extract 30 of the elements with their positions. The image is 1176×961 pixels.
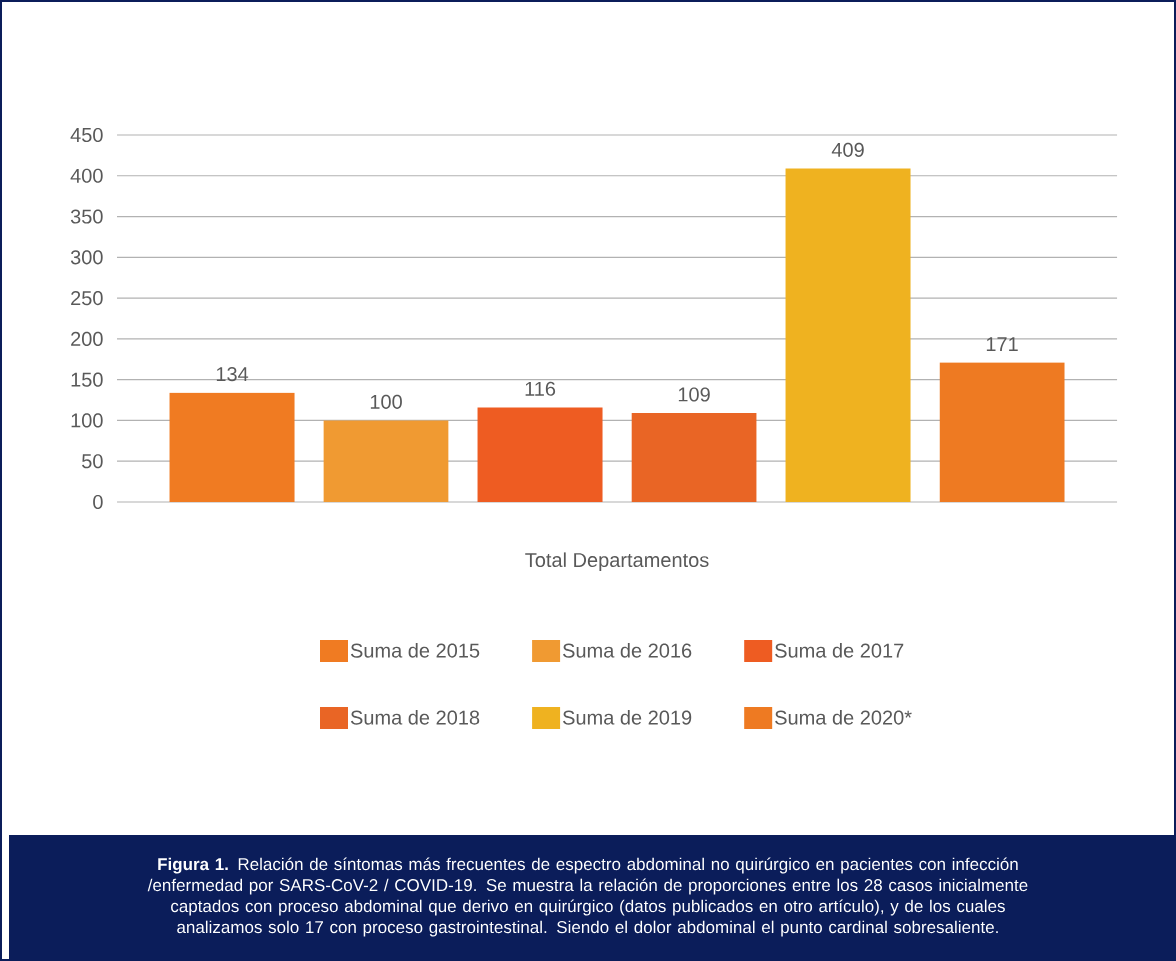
bar [631, 413, 757, 502]
data-label: 116 [525, 381, 556, 396]
legend-label: Suma de 2016 [563, 642, 692, 658]
legend-label: Suma de 2020* [775, 709, 912, 725]
legend-label: Suma de 2018 [350, 709, 480, 725]
bar [323, 420, 449, 502]
y-tick-label: 100 [71, 413, 103, 428]
y-tick-label: 200 [71, 331, 103, 346]
bar [939, 362, 1065, 502]
text: Figura 1. Relación de síntomas más frecuentes de espectro abdominal no quirúrgico en pacientes con infección /enfermedad por SARS-CoV-2 / COVID-19. Se muestra la relación de proporciones entre los 28 casos inicialmente captados con proceso abdominal que derivo en quirúrgico (datos publicados en otro artículo), y de los cuales analizamos solo 17 con proceso gastrointestinal. Siendo el dolor abdominal el punto cardinal sobresaliente. [147, 857, 1028, 937]
legend-label: Suma de 2019 [563, 709, 692, 725]
data-label: 100 [370, 394, 402, 409]
y-tick-label: 250 [71, 291, 103, 306]
data-label: 109 [678, 387, 710, 402]
data-label: 134 [216, 367, 249, 382]
y-tick-label: 150 [71, 372, 103, 387]
y-tick-label: 300 [70, 250, 103, 265]
bar [477, 407, 603, 502]
y-tick-label: 0 [93, 494, 103, 510]
data-label: 171 [986, 337, 1018, 351]
legend-label: Suma de 2015 [350, 642, 480, 658]
y-tick-label: 400 [70, 168, 103, 183]
legend-label: Suma de 2017 [775, 642, 904, 658]
y-tick-label: 350 [70, 209, 103, 224]
x-axis-title: Total Departamentos [525, 552, 709, 572]
bar [785, 168, 911, 502]
data-label: 409 [831, 142, 864, 157]
bar [169, 392, 295, 502]
y-tick-label: 450 [70, 127, 103, 143]
y-tick-label: 50 [82, 454, 103, 469]
